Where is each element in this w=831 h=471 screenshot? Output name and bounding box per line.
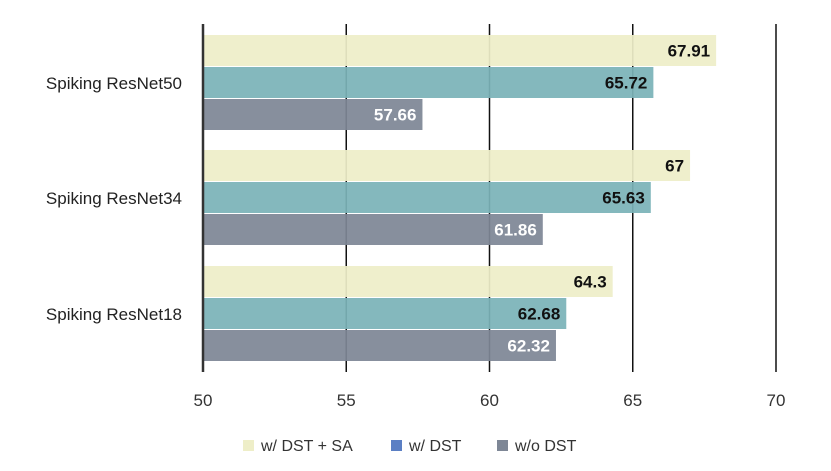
bar-spiking-resnet18-w-dst-sa bbox=[203, 266, 613, 297]
category-label-spiking-resnet50: Spiking ResNet50 bbox=[46, 74, 182, 93]
legend-swatch-w-dst-sa bbox=[243, 440, 254, 451]
x-tick-labels: 50 55 60 65 70 bbox=[194, 391, 786, 410]
legend-label-w-dst: w/ DST bbox=[408, 438, 462, 455]
value-labels: 67.91 65.72 57.66 67 65.63 61.86 64.3 62.68 62.3… bbox=[374, 42, 710, 356]
bar-spiking-resnet50-w-dst bbox=[203, 67, 654, 98]
bar-spiking-resnet18-w-dst bbox=[203, 298, 567, 329]
legend-swatch-w-o-dst bbox=[497, 440, 508, 451]
legend-label-w-o-dst: w/o DST bbox=[514, 438, 577, 455]
value-label-spiking-resnet34-w-dst: 65.63 bbox=[602, 189, 645, 208]
value-label-spiking-resnet34-w-o-dst: 61.86 bbox=[494, 221, 537, 240]
bar-spiking-resnet34-w-dst bbox=[203, 182, 651, 213]
x-tick-label-65: 65 bbox=[623, 391, 642, 410]
category-labels: Spiking ResNet50 Spiking ResNet34 Spiking … bbox=[46, 74, 182, 324]
x-tick-label-60: 60 bbox=[480, 391, 499, 410]
value-label-spiking-resnet50-w-o-dst: 57.66 bbox=[374, 106, 417, 125]
bar-spiking-resnet34-w-o-dst bbox=[203, 214, 543, 245]
legend-swatch-w-dst bbox=[391, 440, 402, 451]
value-label-spiking-resnet18-w-dst: 62.68 bbox=[518, 305, 561, 324]
value-label-spiking-resnet18-w-o-dst: 62.32 bbox=[507, 337, 550, 356]
value-label-spiking-resnet50-w-dst: 65.72 bbox=[605, 74, 648, 93]
bar-spiking-resnet50-w-dst-sa bbox=[203, 35, 717, 66]
value-label-spiking-resnet50-w-dst-sa: 67.91 bbox=[668, 42, 711, 61]
legend: w/ DST + SA w/ DST w/o DST bbox=[243, 438, 577, 455]
category-label-spiking-resnet18: Spiking ResNet18 bbox=[46, 305, 182, 324]
category-label-spiking-resnet34: Spiking ResNet34 bbox=[46, 189, 182, 208]
bars bbox=[203, 35, 717, 361]
x-tick-label-55: 55 bbox=[337, 391, 356, 410]
bar-spiking-resnet18-w-o-dst bbox=[203, 330, 556, 361]
legend-label-w-dst-sa: w/ DST + SA bbox=[260, 438, 353, 455]
x-tick-label-50: 50 bbox=[194, 391, 213, 410]
value-label-spiking-resnet34-w-dst-sa: 67 bbox=[665, 157, 684, 176]
bar-spiking-resnet34-w-dst-sa bbox=[203, 150, 691, 181]
x-tick-label-70: 70 bbox=[767, 391, 786, 410]
value-label-spiking-resnet18-w-dst-sa: 64.3 bbox=[574, 273, 607, 292]
bar-spiking-resnet50-w-o-dst bbox=[203, 99, 423, 130]
